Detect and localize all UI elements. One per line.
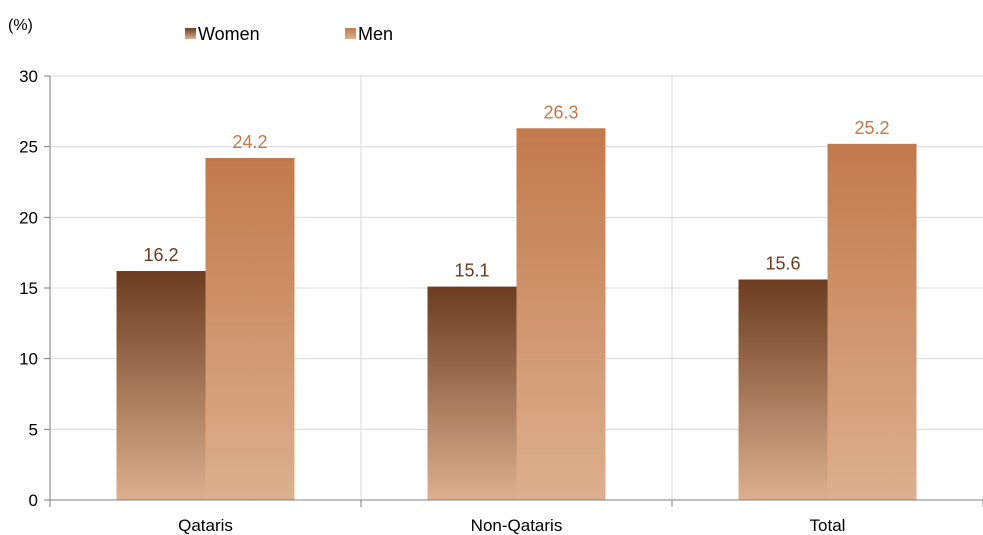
data-label: 24.2 bbox=[232, 132, 267, 152]
legend-swatch-men bbox=[345, 28, 356, 39]
y-tick-label: 10 bbox=[19, 350, 38, 369]
data-label: 15.6 bbox=[765, 254, 800, 274]
x-category-label: Qataris bbox=[178, 516, 233, 535]
y-tick-label: 25 bbox=[19, 138, 38, 157]
bar-women-2 bbox=[738, 279, 828, 500]
data-label: 16.2 bbox=[143, 245, 178, 265]
y-axis-ticks: 0 5 10 15 20 25 30 bbox=[19, 67, 38, 510]
category-labels: Qataris Non-Qataris Total bbox=[178, 516, 845, 535]
data-labels: 16.2 24.2 15.1 26.3 15.6 25.2 bbox=[143, 102, 889, 280]
bars bbox=[116, 128, 917, 500]
y-axis-unit-label: (%) bbox=[8, 17, 33, 34]
data-label: 26.3 bbox=[543, 102, 578, 122]
y-tick-label: 30 bbox=[19, 67, 38, 86]
y-tick-label: 0 bbox=[29, 491, 38, 510]
axes bbox=[44, 75, 983, 507]
bar-men-0 bbox=[205, 157, 295, 500]
legend-label-women: Women bbox=[198, 24, 260, 44]
x-category-label: Non-Qataris bbox=[471, 516, 563, 535]
data-label: 15.1 bbox=[454, 261, 489, 281]
legend-swatch-women bbox=[185, 28, 196, 39]
y-tick-label: 20 bbox=[19, 208, 38, 227]
legend-label-men: Men bbox=[358, 24, 393, 44]
y-tick-label: 15 bbox=[19, 279, 38, 298]
data-label: 25.2 bbox=[854, 118, 889, 138]
y-tick-label: 5 bbox=[29, 420, 38, 439]
bar-women-1 bbox=[427, 286, 517, 500]
bar-women-0 bbox=[116, 271, 206, 500]
legend: Women Men bbox=[185, 24, 393, 44]
x-category-label: Total bbox=[810, 516, 846, 535]
bar-men-2 bbox=[827, 143, 917, 500]
bar-men-1 bbox=[516, 128, 606, 500]
